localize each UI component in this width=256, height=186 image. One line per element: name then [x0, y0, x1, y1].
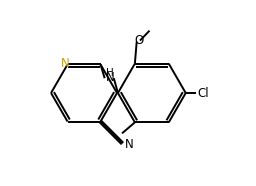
Text: N: N	[125, 138, 134, 151]
Text: H: H	[106, 68, 114, 78]
Text: N: N	[61, 57, 70, 70]
Text: N: N	[106, 71, 114, 84]
Text: Cl: Cl	[198, 86, 209, 100]
Text: O: O	[135, 34, 144, 47]
